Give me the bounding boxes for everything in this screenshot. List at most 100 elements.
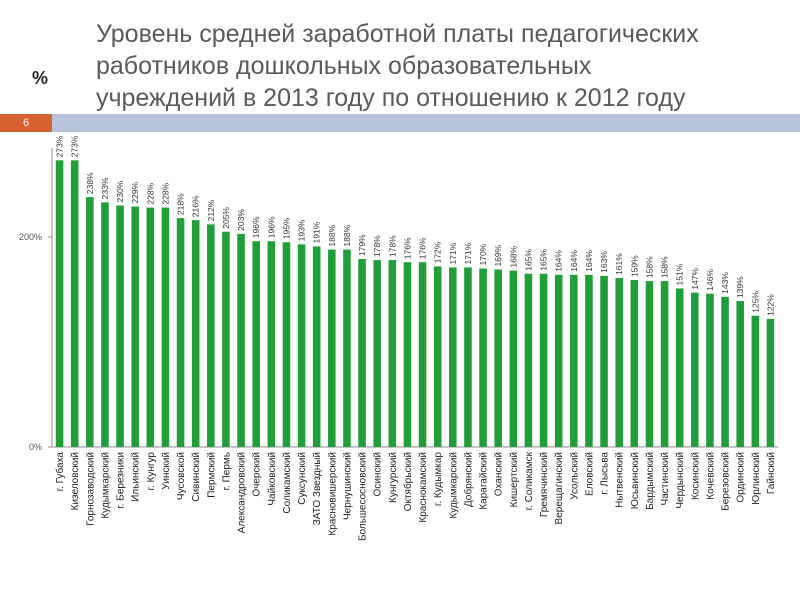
value-label: 171% bbox=[463, 242, 473, 264]
value-label: 229% bbox=[130, 181, 140, 203]
bar bbox=[524, 273, 533, 447]
x-tick-label: г. Кунгур bbox=[146, 452, 157, 491]
x-tick-label: г. Кудымкар bbox=[433, 452, 444, 507]
x-tick-label: Октябрьский bbox=[402, 452, 414, 511]
y-axis: 0% 200% bbox=[19, 148, 778, 452]
value-label: 146% bbox=[705, 269, 715, 291]
value-label: 172% bbox=[433, 241, 443, 263]
x-tick-label: ЗАТО Звездный bbox=[312, 452, 323, 525]
x-tick-label: Гремячинский bbox=[539, 452, 550, 517]
bar bbox=[222, 231, 230, 447]
bar bbox=[373, 260, 381, 447]
x-tick-label: Уинский bbox=[161, 452, 172, 490]
value-label: 196% bbox=[266, 216, 276, 238]
bar bbox=[343, 249, 351, 447]
value-label: 176% bbox=[418, 237, 428, 259]
bars bbox=[55, 160, 775, 447]
bar bbox=[464, 267, 472, 447]
value-label: 170% bbox=[478, 243, 488, 265]
x-tick-label: Еловский bbox=[584, 452, 595, 496]
x-tick-labels: г. Губаха Кизеловский Горнозаводский Кудымк… bbox=[54, 451, 777, 541]
value-label: 195% bbox=[281, 217, 291, 239]
x-tick-label: Ординский bbox=[736, 452, 747, 503]
x-tick-label: г. Пермь bbox=[221, 452, 232, 490]
bar bbox=[297, 244, 306, 447]
bar bbox=[630, 280, 639, 447]
bar bbox=[645, 281, 654, 447]
bar bbox=[70, 160, 79, 447]
value-label: 179% bbox=[357, 234, 367, 256]
value-label: 158% bbox=[660, 256, 670, 278]
x-tick-label: Гайнский bbox=[766, 452, 777, 494]
bar bbox=[585, 274, 593, 447]
value-label: 176% bbox=[402, 237, 412, 259]
value-label: 168% bbox=[508, 245, 518, 267]
value-label: 191% bbox=[312, 221, 322, 243]
value-label: 151% bbox=[675, 263, 685, 285]
x-tick-label: Косинский bbox=[690, 452, 701, 500]
value-label: 125% bbox=[750, 291, 760, 313]
x-tick-label: Соликамский bbox=[282, 452, 293, 514]
bar bbox=[388, 260, 397, 447]
bar bbox=[554, 274, 563, 447]
bar bbox=[751, 315, 760, 447]
x-tick-label: Сивинский bbox=[191, 452, 202, 502]
value-label: 165% bbox=[539, 249, 549, 271]
bar bbox=[570, 274, 578, 447]
bar bbox=[418, 262, 427, 447]
bar bbox=[358, 259, 366, 447]
value-label: 161% bbox=[614, 253, 624, 275]
bar bbox=[600, 275, 608, 447]
value-label: 205% bbox=[221, 207, 231, 229]
bar bbox=[766, 318, 775, 447]
value-label: 178% bbox=[372, 235, 382, 257]
value-label: 193% bbox=[297, 219, 307, 241]
unit-label: % bbox=[32, 68, 49, 88]
x-tick-label: Усольский bbox=[569, 452, 580, 500]
value-label: 228% bbox=[145, 182, 155, 204]
bar bbox=[539, 273, 548, 447]
bar bbox=[146, 207, 155, 447]
x-tick-label: Кудымкарский bbox=[100, 452, 111, 519]
value-label: 169% bbox=[493, 244, 503, 266]
value-label: 230% bbox=[115, 180, 125, 202]
value-label: 273% bbox=[70, 135, 80, 157]
value-label: 188% bbox=[327, 224, 337, 246]
x-tick-label: Бардымский bbox=[645, 452, 656, 510]
slide-number: 6 bbox=[22, 117, 30, 129]
bar bbox=[86, 197, 94, 447]
y-tick-label: 0% bbox=[29, 442, 42, 452]
x-tick-label: Березовский bbox=[721, 452, 732, 511]
value-label: 165% bbox=[523, 249, 533, 271]
bar bbox=[101, 202, 109, 447]
y-tick-label: 200% bbox=[19, 232, 42, 242]
x-tick-label: Карагайский bbox=[479, 452, 490, 510]
value-label: 203% bbox=[236, 209, 246, 231]
value-label: 171% bbox=[448, 242, 458, 264]
x-tick-label: Частинский bbox=[660, 452, 671, 505]
value-label: 233% bbox=[100, 177, 110, 199]
value-label: 164% bbox=[554, 250, 564, 272]
x-tick-label: Осинский bbox=[373, 452, 384, 496]
bar bbox=[176, 218, 185, 447]
bar bbox=[161, 207, 170, 447]
x-tick-label: г. Губаха bbox=[54, 452, 66, 492]
value-label: 122% bbox=[765, 294, 775, 316]
x-tick-label: Кунгурский bbox=[388, 452, 399, 503]
x-tick-label: Горнозаводский bbox=[85, 452, 96, 526]
bar bbox=[494, 269, 502, 447]
x-tick-label: Чусовской bbox=[176, 452, 187, 500]
value-label: 159% bbox=[629, 255, 639, 277]
x-tick-label: г. Соликамск bbox=[524, 451, 535, 510]
x-tick-label: Краснокамский bbox=[418, 452, 429, 523]
bar bbox=[403, 262, 412, 447]
value-label: 147% bbox=[690, 267, 700, 289]
header-stripe-accent bbox=[0, 114, 52, 132]
bar bbox=[312, 246, 321, 447]
value-label: 228% bbox=[160, 182, 170, 204]
bar bbox=[267, 241, 276, 447]
bar bbox=[736, 301, 744, 447]
value-label: 143% bbox=[720, 272, 730, 294]
value-label: 163% bbox=[599, 251, 609, 273]
